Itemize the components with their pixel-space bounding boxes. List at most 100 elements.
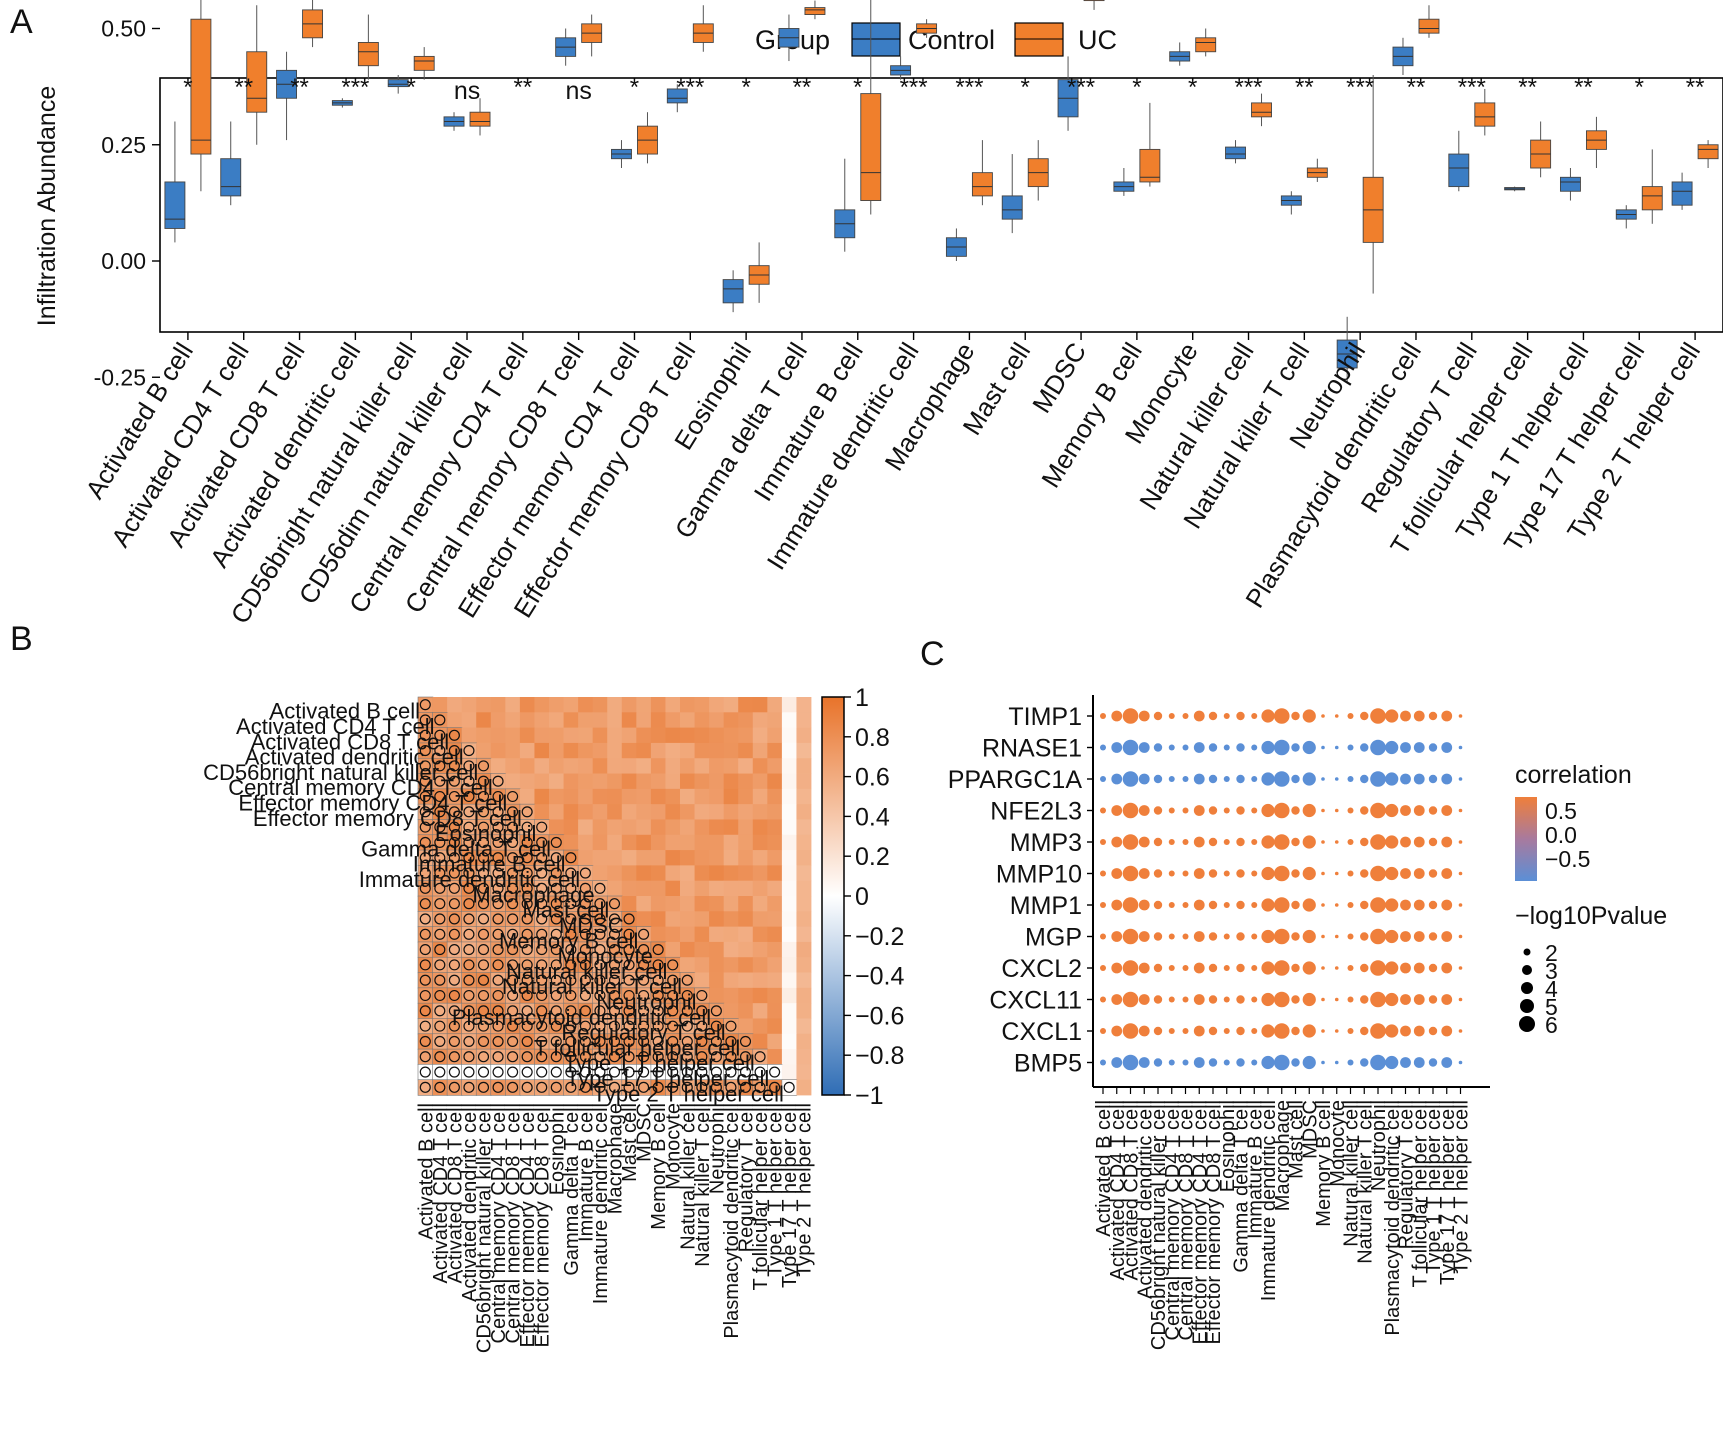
heatmap-cell [694,727,710,744]
dot [1360,837,1369,847]
heatmap-cell [767,742,783,759]
dot [1261,898,1275,912]
dot [1182,996,1189,1003]
box-uc [1139,148,1161,183]
dot [1261,772,1275,786]
significance-marker [550,959,562,971]
significance-marker [579,959,591,971]
heatmap-cell [636,727,652,744]
significance-marker [550,1051,562,1063]
dotplot-col-label: Activated B cell [1093,1100,1115,1237]
dot [1385,772,1399,786]
dot [1291,900,1300,910]
correlation-legend-tick: 0.5 [1545,798,1577,824]
significance-marker [492,1081,504,1093]
dotplot-col-label: Monocyte [1327,1100,1349,1187]
significance-label: * [630,74,639,101]
heatmap-cell [607,788,623,805]
dot [1291,743,1300,752]
heatmap-cell [796,880,812,897]
gene-label: MMP1 [1010,892,1082,920]
dot [1385,866,1399,881]
significance-marker [477,775,490,787]
dot [1273,865,1290,882]
correlation-legend-title: correlation [1515,761,1632,789]
box-control [220,158,242,197]
significance-marker [681,1005,693,1017]
significance-marker [565,1005,577,1017]
heatmap-cell [796,1064,812,1081]
significance-marker [492,1051,504,1063]
significance-marker [419,714,431,726]
heatmap-cell [723,804,739,820]
panel-label-b: B [10,620,33,658]
dot [1236,711,1245,721]
significance-marker [550,989,562,1002]
correlation-legend-tick: −0.5 [1545,846,1590,872]
heatmap-cell [636,788,652,805]
significance-marker [419,1035,431,1047]
heatmap-cell [738,926,754,943]
dot [1441,899,1453,911]
dot [1138,1057,1150,1068]
dot [1111,836,1123,848]
significance-label: ** [513,74,532,101]
significance-marker [536,898,548,910]
colorbar-tick-label: 0.4 [855,803,890,831]
significance-marker [477,928,490,940]
heatmap-cell [738,1003,754,1019]
heatmap-cell [636,865,652,882]
heatmap-cell [490,697,506,713]
significance-marker [667,1081,679,1093]
heatmap-cell [709,987,725,1004]
heatmap-cell [752,941,768,958]
dotplot-col-label: Regulatory T cell [1396,1100,1418,1249]
heatmap-cell [665,773,681,790]
box-uc [1697,144,1719,160]
significance-marker [448,1020,460,1032]
dotplot-col-label: Natural killer T cell [1354,1100,1376,1264]
significance-marker [434,806,446,818]
heatmap-cell [592,834,608,851]
heatmap-cell [738,880,754,897]
significance-marker [652,1066,664,1078]
significance-label: *** [1235,74,1263,101]
significance-label: *** [955,74,983,101]
dot [1302,1024,1316,1038]
heatmap-cell [665,742,681,759]
heatmap-cell [781,727,797,744]
dot [1385,898,1399,912]
heatmap-cell [563,788,579,805]
dot [1334,777,1339,781]
significance-marker [419,821,431,833]
significance-marker [434,714,446,726]
dot [1413,931,1425,942]
dot [1321,840,1325,844]
heatmap-row-label: Effector memory CD8 T cell [253,806,522,831]
heatmap-col-label: Central memory CD8 T cell [503,1103,525,1343]
significance-marker [477,821,490,833]
dot [1153,900,1163,910]
heatmap-cell [796,742,812,759]
dot [1208,1058,1218,1067]
dot [1413,899,1425,911]
heatmap-cell [738,727,754,744]
heatmap-cell [723,727,739,744]
dot [1223,996,1230,1003]
heatmap-cell [694,880,710,897]
heatmap-cell [709,850,725,866]
heatmap-cell [607,727,623,744]
dot [1413,836,1425,848]
dot [1347,1028,1354,1034]
significance-marker [507,1020,519,1032]
box-uc [190,18,212,155]
heatmap-cell [738,804,754,820]
dot [1441,710,1453,722]
significance-marker [477,836,490,848]
significance-marker [710,1035,722,1047]
heatmap-col-label: Memory B cell [648,1103,670,1230]
heatmap-col-label: Macrophage [605,1103,627,1214]
box-control [1559,176,1581,192]
size-legend-dot [1519,1016,1535,1032]
panel-label-a: A [10,3,33,41]
